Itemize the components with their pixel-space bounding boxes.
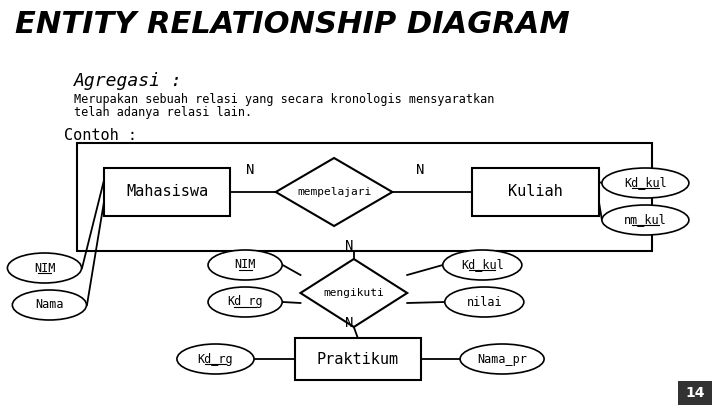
Text: ENTITY RELATIONSHIP DIAGRAM: ENTITY RELATIONSHIP DIAGRAM [15, 10, 570, 39]
Polygon shape [300, 259, 408, 327]
Text: Nama_pr: Nama_pr [477, 352, 527, 365]
Text: Kd_rg: Kd_rg [228, 296, 263, 309]
Polygon shape [276, 158, 392, 226]
Ellipse shape [208, 287, 282, 317]
Text: Praktikum: Praktikum [317, 352, 399, 367]
Bar [77, 143, 652, 251]
Ellipse shape [602, 168, 689, 198]
Bar [472, 168, 599, 216]
Text: mempelajari: mempelajari [297, 187, 372, 197]
Ellipse shape [12, 290, 86, 320]
Text: NIM: NIM [34, 262, 55, 275]
Bar [294, 338, 421, 380]
Text: Kd_rg: Kd_rg [198, 352, 233, 365]
Text: Agregasi :: Agregasi : [74, 72, 183, 90]
Text: telah adanya relasi lain.: telah adanya relasi lain. [74, 106, 252, 119]
Text: N: N [416, 163, 424, 177]
Text: Contoh :: Contoh : [64, 128, 138, 143]
Bar [678, 381, 711, 405]
Text: mengikuti: mengikuti [323, 288, 384, 298]
Ellipse shape [7, 253, 81, 283]
Text: N: N [345, 239, 353, 253]
Text: Kd_kul: Kd_kul [624, 177, 667, 190]
Ellipse shape [177, 344, 254, 374]
Ellipse shape [208, 250, 282, 280]
Ellipse shape [443, 250, 522, 280]
Ellipse shape [460, 344, 544, 374]
Text: N: N [246, 163, 254, 177]
Text: Nama: Nama [35, 298, 63, 311]
Text: Kuliah: Kuliah [508, 185, 563, 200]
Text: nm_kul: nm_kul [624, 213, 667, 226]
Text: Mahasiswa: Mahasiswa [126, 185, 208, 200]
Ellipse shape [602, 205, 689, 235]
Text: Merupakan sebuah relasi yang secara kronologis mensyaratkan: Merupakan sebuah relasi yang secara kron… [74, 93, 495, 106]
Text: Kd_kul: Kd_kul [461, 258, 504, 271]
Bar [104, 168, 230, 216]
Text: 14: 14 [685, 386, 705, 400]
Text: nilai: nilai [467, 296, 502, 309]
Text: NIM: NIM [235, 258, 256, 271]
Ellipse shape [445, 287, 524, 317]
Text: N: N [345, 316, 353, 330]
